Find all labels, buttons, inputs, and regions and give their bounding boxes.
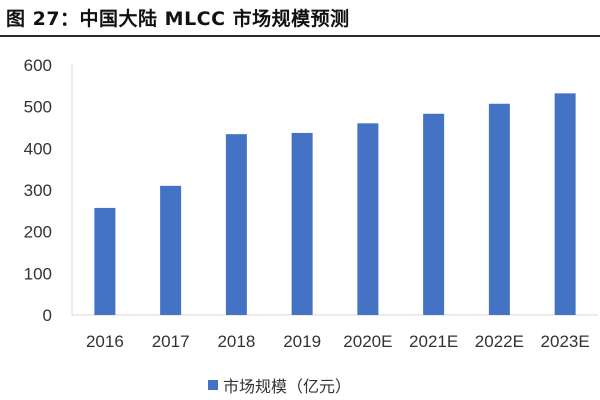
legend-swatch	[208, 380, 218, 390]
x-tick-label: 2020E	[343, 332, 392, 351]
y-tick-label: 200	[24, 223, 52, 242]
x-tick-label: 2019	[283, 332, 321, 351]
figure-title: 图 27：中国大陆 MLCC 市场规模预测	[6, 8, 350, 30]
bar-chart: 0 100 200 300 400 500 600 2016 2017 2018 2019 2020E…	[24, 56, 598, 351]
title-divider	[0, 35, 600, 37]
bar-2019	[291, 132, 313, 315]
x-tick-label: 2023E	[541, 332, 590, 351]
y-tick-label: 300	[24, 181, 52, 200]
x-tick-label: 2016	[86, 332, 124, 351]
y-tick-label: 500	[24, 98, 52, 117]
x-tick-label: 2021E	[409, 332, 458, 351]
y-tick-label: 100	[24, 264, 52, 283]
x-tick-label: 2018	[217, 332, 255, 351]
bar-2017	[160, 185, 182, 315]
y-tick-label: 0	[43, 306, 52, 325]
bar-2018	[225, 134, 247, 315]
y-tick-label: 400	[24, 139, 52, 158]
bar-2023E	[554, 93, 576, 315]
bar-2022E	[488, 103, 510, 315]
bar-2020E	[357, 123, 379, 315]
y-tick-label: 600	[24, 56, 52, 75]
bar-2016	[94, 207, 116, 315]
legend-label: 市场规模（亿元）	[223, 377, 352, 396]
chart-legend: 市场规模（亿元）	[208, 373, 351, 397]
bar-2021E	[423, 113, 445, 315]
x-tick-label: 2017	[152, 332, 190, 351]
x-tick-label: 2022E	[475, 332, 524, 351]
